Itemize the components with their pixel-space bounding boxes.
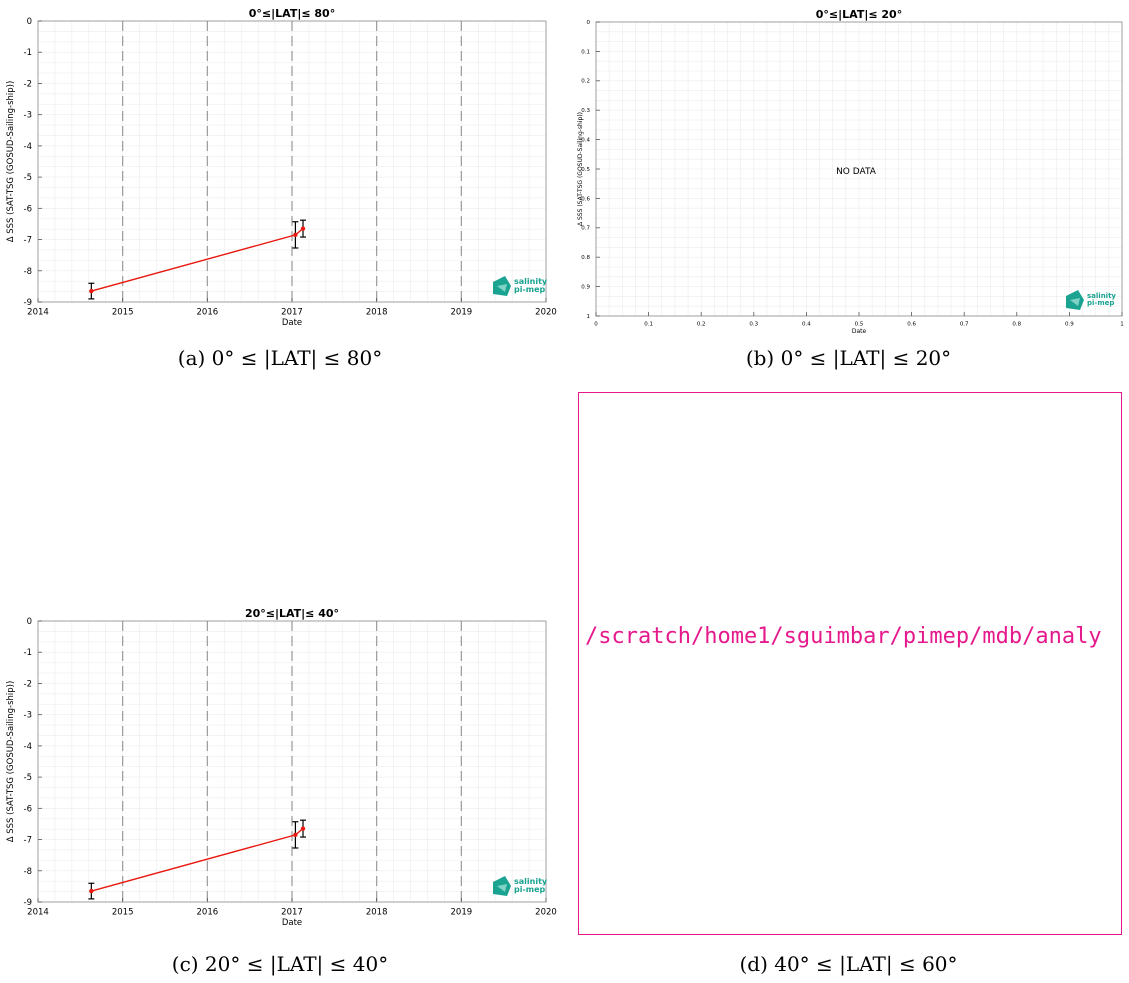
- x-tick-label: 0.9: [1065, 322, 1074, 328]
- x-tick-label: 0.3: [749, 322, 758, 328]
- x-tick-label: 0.8: [1012, 322, 1021, 328]
- x-tick-label: 0: [594, 322, 598, 328]
- data-point: [293, 832, 298, 838]
- salinity-logo-text: salinity: [1087, 292, 1116, 300]
- y-tick-label: 0: [27, 617, 32, 627]
- pi-mep-logo-text: pi-mep: [514, 285, 546, 294]
- x-tick-label: 2017: [281, 908, 303, 918]
- y-tick-label: -7: [24, 236, 32, 246]
- x-axis-label: Date: [282, 918, 302, 928]
- y-tick-label: 0.7: [581, 226, 590, 232]
- x-tick-label: 0.1: [644, 322, 653, 328]
- data-point: [89, 888, 94, 894]
- x-tick-label: 2020: [535, 908, 557, 918]
- y-tick-label: 0: [27, 17, 32, 27]
- y-axis-label: Δ SSS (SAT-TSG (GOSUD-Sailing-ship)): [577, 112, 584, 226]
- missing-figure-path: /scratch/home1/sguimbar/pimep/mdb/analy: [585, 624, 1102, 649]
- y-tick-label: -9: [24, 298, 32, 308]
- y-tick-label: -3: [24, 111, 32, 121]
- y-tick-label: 0.6: [581, 196, 590, 202]
- caption-b: (b) 0° ≤ |LAT| ≤ 20°: [745, 346, 952, 370]
- y-tick-label: 0.4: [581, 138, 590, 144]
- y-tick-label: 0.8: [581, 255, 590, 261]
- data-point: [89, 288, 94, 294]
- salinity-logo-icon-highlight: [497, 284, 507, 292]
- x-tick-label: 1: [1120, 322, 1124, 328]
- x-tick-label: 2018: [366, 308, 388, 318]
- x-tick-label: 2018: [366, 908, 388, 918]
- y-tick-label: -8: [24, 867, 32, 877]
- data-point: [300, 226, 306, 231]
- y-tick-label: -9: [24, 898, 32, 908]
- chart-b: 0 0.1 0.2 0.3 0.4 0.5 0.6 0.7 0.8 0.9 100.10.20.30…: [577, 8, 1124, 335]
- y-tick-label: -2: [24, 679, 32, 689]
- x-tick-label: 2016: [197, 308, 219, 318]
- y-tick-label: -4: [24, 142, 32, 152]
- x-axis-label: Date: [852, 328, 867, 335]
- x-tick-label: 0.2: [697, 322, 706, 328]
- data-point: [300, 826, 306, 831]
- y-tick-label: -3: [24, 711, 32, 721]
- y-tick-label: -6: [24, 804, 32, 814]
- salinity-logo-text: salinity: [514, 877, 548, 886]
- x-tick-label: 2016: [197, 908, 219, 918]
- data-point: [293, 232, 298, 238]
- y-tick-label: -8: [24, 267, 32, 277]
- x-tick-label: 2020: [535, 308, 557, 318]
- chart-title: 0°≤|LAT|≤ 80°: [249, 7, 335, 20]
- y-tick-label: -2: [24, 79, 32, 89]
- y-tick-label: 0.2: [581, 79, 590, 85]
- x-tick-label: 0.5: [855, 322, 864, 328]
- x-tick-label: 2019: [451, 908, 473, 918]
- caption-d: (d) 40° ≤ |LAT| ≤ 60°: [739, 952, 958, 976]
- x-axis-label: Date: [282, 318, 302, 328]
- chart-c: 2014 2015 2016 2017 2018 2019 2020 0 -1 -2 -3 -4 -5 -…: [6, 607, 557, 928]
- y-tick-label: -7: [24, 836, 32, 846]
- y-tick-label: -5: [24, 173, 32, 183]
- salinity-logo-icon-highlight: [1070, 298, 1080, 306]
- x-tick-label: 2015: [112, 308, 134, 318]
- x-tick-label: 2017: [281, 308, 303, 318]
- y-tick-label: 0.9: [581, 285, 590, 291]
- x-tick-label: 2014: [27, 908, 49, 918]
- chart-title: 0°≤|LAT|≤ 20°: [816, 8, 902, 21]
- y-axis-label: Δ SSS (SAT-TSG (GOSUD-Sailing-ship)): [6, 681, 16, 843]
- pi-mep-logo-text: pi-mep: [1087, 299, 1114, 307]
- x-tick-label: 0.4: [802, 322, 811, 328]
- y-tick-label: -4: [24, 742, 32, 752]
- y-tick-label: 0.3: [581, 108, 590, 114]
- x-tick-label: 0.7: [960, 322, 969, 328]
- chart-a: 2014 2015 2016 2017 2018 2019 2020 0 -1 -2 -3 -4 -5 -…: [6, 7, 557, 328]
- y-tick-label: -5: [24, 773, 32, 783]
- x-tick-label: 2014: [27, 308, 49, 318]
- x-tick-label: 0.6: [907, 322, 916, 328]
- no-data-annotation: NO DATA: [836, 167, 877, 177]
- y-axis-label: Δ SSS (SAT-TSG (GOSUD-Sailing-ship)): [6, 81, 16, 243]
- x-tick-label: 2015: [112, 908, 134, 918]
- x-tick-label: 2019: [451, 308, 473, 318]
- y-tick-label: 0.5: [581, 167, 590, 173]
- caption-c: (c) 20° ≤ |LAT| ≤ 40°: [171, 952, 389, 976]
- salinity-logo-icon-highlight: [497, 884, 507, 892]
- y-tick-label: 0.1: [581, 49, 590, 55]
- pi-mep-logo-text: pi-mep: [514, 885, 546, 894]
- y-tick-label: -1: [24, 48, 32, 58]
- y-tick-label: -1: [24, 648, 32, 658]
- caption-a: (a) 0° ≤ |LAT| ≤ 80°: [177, 346, 383, 370]
- y-tick-label: 1: [587, 314, 591, 320]
- y-tick-label: -6: [24, 204, 32, 214]
- missing-figure-frame: /scratch/home1/sguimbar/pimep/mdb/analy: [578, 392, 1122, 935]
- y-tick-label: 0: [587, 20, 591, 26]
- salinity-logo-text: salinity: [514, 277, 548, 286]
- chart-title: 20°≤|LAT|≤ 40°: [245, 607, 339, 620]
